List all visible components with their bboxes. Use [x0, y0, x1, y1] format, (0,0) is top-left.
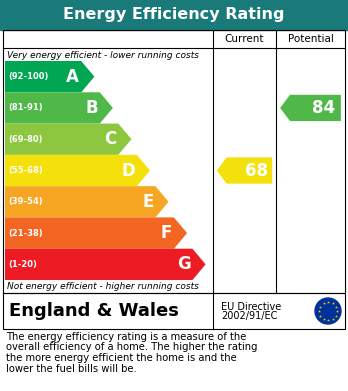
Text: (21-38): (21-38) [8, 229, 42, 238]
Text: B: B [85, 99, 98, 117]
Text: 2002/91/EC: 2002/91/EC [221, 311, 277, 321]
Text: C: C [104, 130, 116, 148]
Text: Very energy efficient - lower running costs: Very energy efficient - lower running co… [7, 51, 199, 60]
Polygon shape [5, 155, 150, 186]
Bar [0, 0, 348, 30]
Text: lower the fuel bills will be.: lower the fuel bills will be. [6, 364, 137, 373]
Text: England & Wales: England & Wales [9, 302, 179, 320]
Text: Current: Current [225, 34, 264, 44]
Polygon shape [5, 186, 168, 217]
Polygon shape [280, 95, 341, 121]
Text: The energy efficiency rating is a measure of the: The energy efficiency rating is a measur… [6, 332, 246, 342]
Text: E: E [142, 193, 153, 211]
Bar [3, 293, 345, 329]
Text: overall efficiency of a home. The higher the rating: overall efficiency of a home. The higher… [6, 343, 258, 353]
Text: the more energy efficient the home is and the: the more energy efficient the home is an… [6, 353, 237, 363]
Text: G: G [177, 255, 190, 273]
Polygon shape [217, 157, 272, 184]
Text: (39-54): (39-54) [8, 197, 42, 206]
Text: 84: 84 [312, 99, 335, 117]
Text: (1-20): (1-20) [8, 260, 37, 269]
Text: Potential: Potential [287, 34, 333, 44]
Text: EU Directive: EU Directive [221, 302, 281, 312]
Polygon shape [5, 92, 113, 124]
Polygon shape [5, 217, 187, 249]
Bar [3, 30, 345, 293]
Text: (81-91): (81-91) [8, 104, 42, 113]
Circle shape [315, 298, 341, 324]
Text: (55-68): (55-68) [8, 166, 43, 175]
Text: F: F [160, 224, 172, 242]
Polygon shape [5, 124, 132, 155]
Text: Energy Efficiency Rating: Energy Efficiency Rating [63, 7, 285, 23]
Text: (92-100): (92-100) [8, 72, 48, 81]
Polygon shape [5, 249, 206, 280]
Text: Not energy efficient - higher running costs: Not energy efficient - higher running co… [7, 282, 199, 291]
Text: (69-80): (69-80) [8, 135, 42, 144]
Text: D: D [121, 161, 135, 179]
Polygon shape [5, 61, 94, 92]
Text: 68: 68 [245, 161, 268, 179]
Text: A: A [66, 68, 79, 86]
